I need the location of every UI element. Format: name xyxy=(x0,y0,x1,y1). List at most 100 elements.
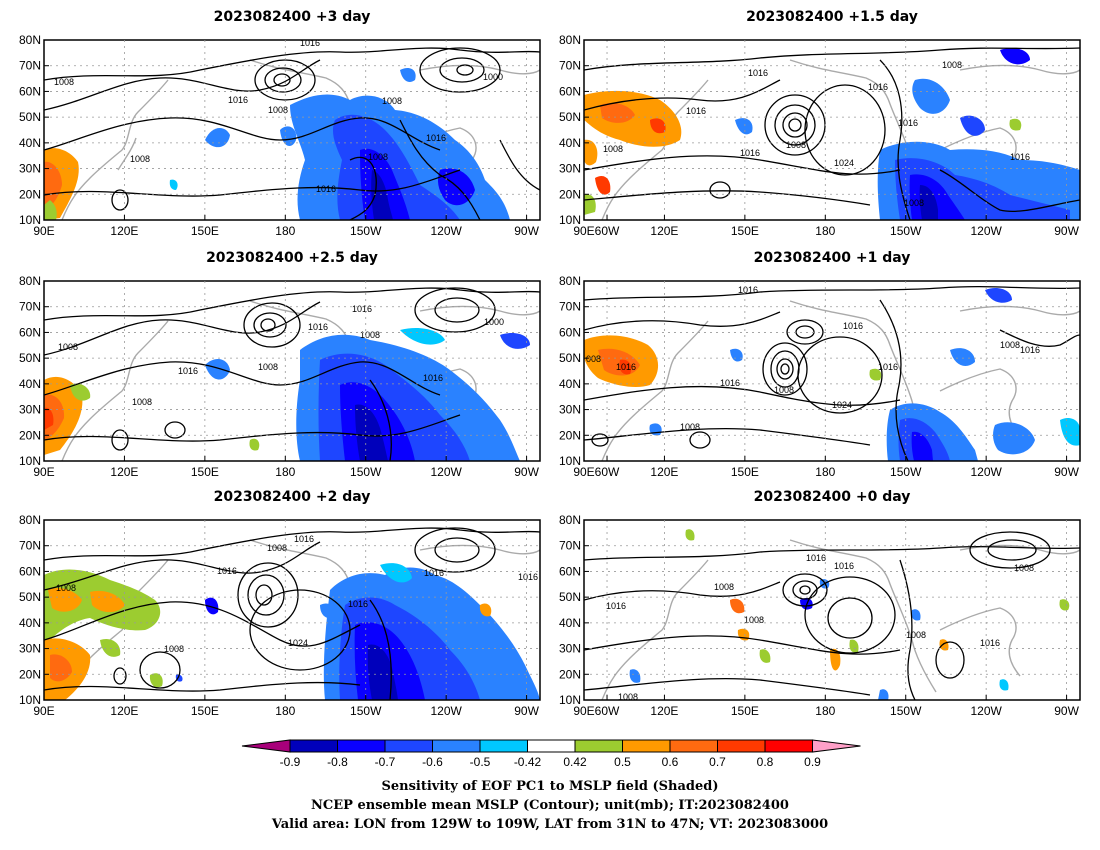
pressure-labels: 1016 1008 1000 1008 1016 1008 1008 1016 … xyxy=(54,40,503,194)
latitude-tick-label: 80N xyxy=(559,33,581,47)
latitude-tick-label: 20N xyxy=(19,187,41,201)
latitude-tick-label: 50N xyxy=(559,351,581,365)
contour-label: 1008 xyxy=(906,630,926,640)
contour-label: 1016 xyxy=(878,362,898,372)
colorbar-tick-label: -0.7 xyxy=(375,755,396,769)
latitude-tick-label: 20N xyxy=(559,187,581,201)
contour-label: 1008 xyxy=(258,362,278,372)
latitude-tick-label: 30N xyxy=(19,403,41,417)
colorbar-boxes xyxy=(241,739,861,753)
panel-title: 2023082400 +3 day xyxy=(214,9,371,25)
map-plot-area: 1016 1008 1000 1008 1016 1016 1008 1008 … xyxy=(44,287,540,461)
colorbar-box xyxy=(764,739,813,753)
longitude-tick-label: 150W xyxy=(890,465,922,479)
map-frame xyxy=(43,39,541,221)
longitude-tick-label: 150E xyxy=(731,704,759,718)
latitude-tick-label: 40N xyxy=(19,377,41,391)
map-frame xyxy=(43,519,541,701)
map-plot-area: 1016 1008 1000 1008 1016 1008 1008 1016 … xyxy=(44,40,540,220)
longitude-tick-label: 120W xyxy=(430,704,462,718)
longitude-axis: 90E 120E 150E 180 150W 120W 90W 60W xyxy=(33,281,620,479)
map-plot-area: 1016 008 1016 1016 1016 1016 1008 1024 1… xyxy=(584,285,1080,461)
latitude-tick-label: 50N xyxy=(19,351,41,365)
contour-label: 1016 xyxy=(228,95,248,105)
colorbar-lower-arrow xyxy=(241,739,291,753)
sensitivity-shading xyxy=(584,288,1080,461)
contour-label: 1016 xyxy=(720,378,740,388)
colorbar-box xyxy=(479,739,528,753)
colorbar-tick-labels: -0.9 -0.8 -0.7 -0.6 -0.5 -0.42 0.42 0.5 0.6 0.7 0.… xyxy=(280,755,822,769)
contour-label: 1008 xyxy=(1014,563,1034,573)
latitude-tick-label: 50N xyxy=(559,590,581,604)
colorbar-box xyxy=(527,739,576,753)
latitude-tick-label: 40N xyxy=(19,136,41,150)
sensitivity-shading xyxy=(584,48,1080,220)
longitude-tick-label: 150E xyxy=(191,704,219,718)
panel-title: 2023082400 +0 day xyxy=(754,489,911,505)
latitude-tick-label: 50N xyxy=(19,110,41,124)
contour-label: 1016 xyxy=(686,106,706,116)
colorbar-tick-label: -0.5 xyxy=(470,755,491,769)
longitude-tick-label: 120W xyxy=(970,465,1002,479)
colorbar-tick-label: 0.8 xyxy=(757,755,774,769)
longitude-axis: 90E 120E 150E 180 150W 120W 90W 60W xyxy=(33,40,620,238)
colorbar-tick-label: 0.9 xyxy=(804,755,821,769)
contour-label: 1016 xyxy=(294,534,314,544)
latitude-tick-label: 80N xyxy=(19,513,41,527)
contour-label: 1016 xyxy=(348,599,368,609)
map-frame xyxy=(583,519,1081,701)
longitude-tick-label: 180 xyxy=(815,465,835,479)
map-frame xyxy=(43,280,541,462)
map-panel-plus1-5-day: 2023082400 +1.5 day xyxy=(559,9,1081,238)
contour-label: 1016 xyxy=(178,366,198,376)
longitude-tick-label: 150W xyxy=(350,465,382,479)
colorbar: -0.9 -0.8 -0.7 -0.6 -0.5 -0.42 0.42 0.5 0.6 0.7 0.… xyxy=(241,739,861,769)
longitude-tick-label: 150E xyxy=(731,224,759,238)
contour-label: 1016 xyxy=(740,148,760,158)
contour-label: 1016 xyxy=(424,568,444,578)
longitude-tick-label: 120E xyxy=(110,704,138,718)
latitude-tick-label: 60N xyxy=(559,564,581,578)
latitude-tick-label: 10N xyxy=(559,454,581,468)
latitude-tick-label: 70N xyxy=(19,539,41,553)
panel-title: 2023082400 +1 day xyxy=(754,250,911,266)
contour-label: 1016 xyxy=(834,561,854,571)
longitude-tick-label: 150W xyxy=(350,224,382,238)
latitude-tick-label: 10N xyxy=(559,693,581,707)
pressure-labels: 1016 1008 1008 1016 1016 1016 1016 1024 … xyxy=(56,534,538,654)
longitude-tick-label: 60W xyxy=(595,224,620,238)
longitude-tick-label: 60W xyxy=(595,704,620,718)
latitude-tick-label: 70N xyxy=(559,300,581,314)
colorbar-tick-label: -0.8 xyxy=(327,755,348,769)
latitude-tick-label: 20N xyxy=(559,428,581,442)
pressure-labels: 1016 1016 1008 1016 1008 1008 1016 1008 … xyxy=(606,553,1034,700)
map-panel-plus1-day: 2023082400 +1 day xyxy=(559,250,1081,479)
latitude-tick-label: 20N xyxy=(19,667,41,681)
longitude-axis: 90E 120E 150E 180 150W 120W 90W 60W xyxy=(573,40,1080,238)
longitude-tick-label: 90E xyxy=(573,704,594,718)
colorbar-box xyxy=(432,739,481,753)
latitude-tick-label: 70N xyxy=(559,539,581,553)
latitude-tick-label: 20N xyxy=(19,428,41,442)
contour-label: 1008 xyxy=(267,543,287,553)
contour-label: 1008 xyxy=(132,397,152,407)
latitude-tick-label: 40N xyxy=(559,377,581,391)
latitude-tick-label: 80N xyxy=(19,274,41,288)
contour-label: 1016 xyxy=(308,322,328,332)
contour-label: 1008 xyxy=(714,582,734,592)
longitude-tick-label: 90E xyxy=(33,465,54,479)
latitude-tick-label: 60N xyxy=(19,325,41,339)
contour-label: 1000 xyxy=(484,317,504,327)
map-panel-plus0-day: 2023082400 +0 day xyxy=(559,489,1081,718)
longitude-tick-label: 90W xyxy=(1054,465,1079,479)
contour-label: 1008 xyxy=(130,154,150,164)
contour-label: 1016 xyxy=(898,118,918,128)
longitude-tick-label: 90W xyxy=(1054,224,1079,238)
colorbar-box xyxy=(574,739,623,753)
longitude-tick-label: 90E xyxy=(573,224,594,238)
longitude-tick-label: 120W xyxy=(430,224,462,238)
latitude-tick-label: 50N xyxy=(559,110,581,124)
map-frame xyxy=(583,39,1081,221)
map-plot-area: 1016 1016 1008 1016 1008 1008 1016 1008 … xyxy=(584,529,1080,700)
